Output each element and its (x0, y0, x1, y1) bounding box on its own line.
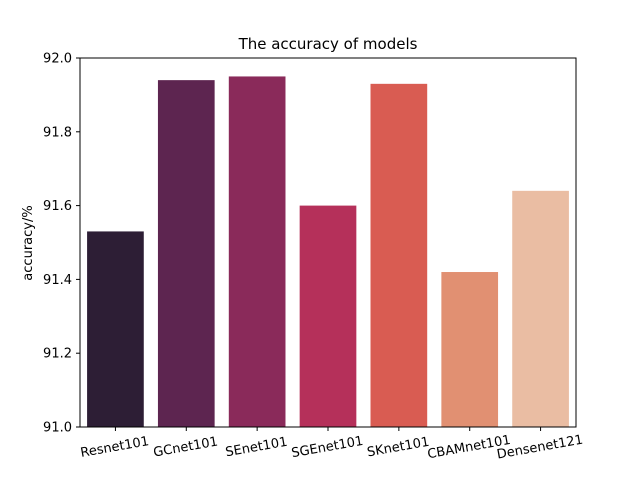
y-tick-label: 91.2 (43, 347, 72, 362)
bar-densenet121 (512, 190, 569, 427)
bar-sknet101 (370, 83, 428, 427)
y-tick-label: 91.6 (43, 199, 72, 214)
y-tick-label: 91.8 (43, 125, 72, 140)
plot-frame (79, 57, 577, 428)
y-tick-label: 92.0 (43, 52, 72, 67)
y-ticks-group: 91.0 91.2 91.4 91.6 91.8 92.0 (43, 52, 80, 436)
y-axis-label: accuracy/% (21, 205, 36, 280)
bar-sgenet101 (299, 205, 357, 427)
bar-cbamnet101 (441, 272, 499, 427)
y-tick-label: 91.0 (43, 421, 72, 436)
chart-title: The accuracy of models (238, 35, 418, 53)
bar-resnet101 (87, 231, 144, 427)
bar-gcnet101 (157, 80, 215, 427)
y-tick-label: 91.4 (43, 273, 72, 288)
bars-group (87, 76, 569, 427)
bar-senet101 (228, 76, 286, 427)
